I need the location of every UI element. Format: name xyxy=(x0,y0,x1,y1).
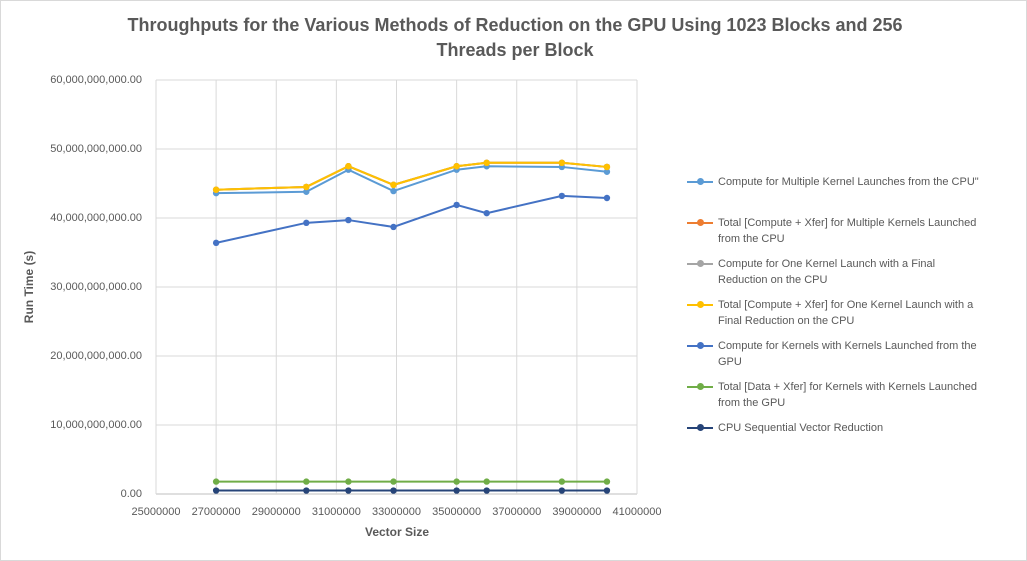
data-point xyxy=(453,478,460,485)
y-tick-label: 30,000,000,000.00 xyxy=(50,281,142,293)
data-point xyxy=(558,159,566,166)
data-point xyxy=(303,478,310,485)
data-point xyxy=(390,223,397,231)
data-point xyxy=(303,487,310,494)
x-tick-label: 31000000 xyxy=(312,506,361,518)
data-point xyxy=(212,239,220,247)
series-line xyxy=(216,161,608,191)
data-point xyxy=(345,163,352,170)
data-point xyxy=(483,478,490,485)
data-point xyxy=(212,478,220,485)
data-point xyxy=(603,168,611,175)
data-point xyxy=(483,487,490,494)
legend-swatch xyxy=(687,424,713,431)
legend-item: Total [Compute + Xfer] for One Kernel La… xyxy=(687,297,987,329)
legend-swatch xyxy=(687,383,713,390)
y-tick-label: 50,000,000,000.00 xyxy=(50,143,142,155)
x-tick-label: 33000000 xyxy=(372,506,421,518)
data-point xyxy=(453,163,460,170)
x-axis-label: Vector Size xyxy=(365,525,429,539)
legend-label: Total [Data + Xfer] for Kernels with Ker… xyxy=(718,381,977,409)
data-point xyxy=(345,216,352,224)
legend-label: Compute for Multiple Kernel Launches fro… xyxy=(718,176,979,188)
x-tick-label: 35000000 xyxy=(432,506,481,518)
legend-item: Compute for One Kernel Launch with a Fin… xyxy=(687,256,987,288)
x-tick-label: 37000000 xyxy=(492,506,541,518)
data-point xyxy=(303,183,310,191)
data-point xyxy=(212,487,220,494)
legend-item: Compute for Kernels with Kernels Launche… xyxy=(687,338,987,370)
x-tick-label: 39000000 xyxy=(552,506,601,518)
x-tick-label: 29000000 xyxy=(252,506,301,518)
data-point xyxy=(603,194,611,202)
legend-label: Total [Compute + Xfer] for One Kernel La… xyxy=(718,299,974,327)
legend-swatch xyxy=(687,260,713,267)
legend-label: Compute for Kernels with Kernels Launche… xyxy=(718,340,977,368)
y-axis-label: Run Time (s) xyxy=(22,251,36,323)
data-point xyxy=(212,186,220,193)
legend-swatch xyxy=(687,342,713,349)
legend-item: Compute for Multiple Kernel Launches fro… xyxy=(687,174,987,190)
data-point xyxy=(390,487,397,494)
data-point xyxy=(345,487,352,494)
legend-swatch xyxy=(687,178,713,185)
x-tick-label: 25000000 xyxy=(132,506,181,518)
legend-item: CPU Sequential Vector Reduction xyxy=(687,420,987,436)
data-point xyxy=(483,209,490,217)
legend-label: CPU Sequential Vector Reduction xyxy=(718,422,884,434)
legend-swatch xyxy=(687,219,713,226)
legend-item: Total [Compute + Xfer] for Multiple Kern… xyxy=(687,215,987,247)
data-point xyxy=(390,478,397,485)
y-tick-label: 20,000,000,000.00 xyxy=(50,350,142,362)
data-point xyxy=(603,487,611,494)
data-point xyxy=(303,219,310,227)
series-line xyxy=(215,194,607,244)
data-point xyxy=(603,163,611,171)
data-point xyxy=(453,487,460,494)
legend-item: Total [Data + Xfer] for Kernels with Ker… xyxy=(687,379,987,411)
y-tick-label: 10,000,000,000.00 xyxy=(50,419,142,431)
y-tick-label: 60,000,000,000.00 xyxy=(50,74,142,86)
chart-title: Throughputs for the Various Methods of R… xyxy=(127,15,903,60)
data-point xyxy=(345,478,352,485)
data-point xyxy=(603,478,611,485)
data-point xyxy=(558,478,566,485)
y-tick-label: 40,000,000,000.00 xyxy=(50,212,142,224)
data-point xyxy=(390,181,397,189)
legend-swatch xyxy=(687,301,713,308)
legend-label: Total [Compute + Xfer] for Multiple Kern… xyxy=(718,217,977,245)
data-point xyxy=(558,192,566,200)
data-point xyxy=(483,159,490,166)
data-point xyxy=(558,487,566,494)
data-point xyxy=(303,188,310,195)
data-point xyxy=(390,187,397,195)
legend-label: Compute for One Kernel Launch with a Fin… xyxy=(718,258,936,286)
y-tick-label: 0.00 xyxy=(121,488,142,500)
x-tick-label: 27000000 xyxy=(192,506,241,518)
x-tick-label: 41000000 xyxy=(613,506,662,518)
data-point xyxy=(453,201,460,209)
series-line xyxy=(216,165,608,195)
